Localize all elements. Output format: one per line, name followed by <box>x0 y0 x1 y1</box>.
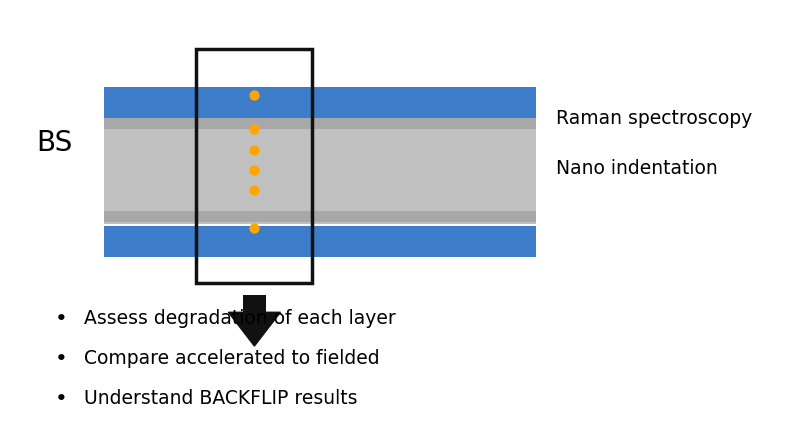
Point <box>248 225 261 231</box>
Point <box>248 166 261 173</box>
Text: Raman spectroscopy: Raman spectroscopy <box>556 108 752 128</box>
Bar <box>243 295 266 312</box>
Bar <box>196 118 312 224</box>
Bar <box>196 117 312 129</box>
Text: Assess degradation of each layer: Assess degradation of each layer <box>84 309 396 328</box>
Text: •: • <box>55 308 68 329</box>
Bar <box>196 226 312 257</box>
Text: Nano indentation: Nano indentation <box>556 159 718 179</box>
Bar <box>196 211 312 222</box>
Text: BS: BS <box>36 130 72 157</box>
Bar <box>196 87 312 118</box>
Text: Compare accelerated to fielded: Compare accelerated to fielded <box>84 349 380 368</box>
Bar <box>104 87 536 118</box>
Polygon shape <box>229 312 281 346</box>
Text: •: • <box>55 349 68 369</box>
Bar <box>104 211 536 222</box>
Point <box>248 146 261 153</box>
Bar <box>196 49 312 283</box>
Bar <box>104 118 536 224</box>
Point <box>248 125 261 132</box>
Point <box>248 92 261 98</box>
Bar <box>196 49 312 283</box>
Bar <box>104 117 536 129</box>
Text: Understand BACKFLIP results: Understand BACKFLIP results <box>84 389 358 408</box>
Text: •: • <box>55 389 68 409</box>
Bar <box>104 226 536 257</box>
Point <box>248 187 261 193</box>
